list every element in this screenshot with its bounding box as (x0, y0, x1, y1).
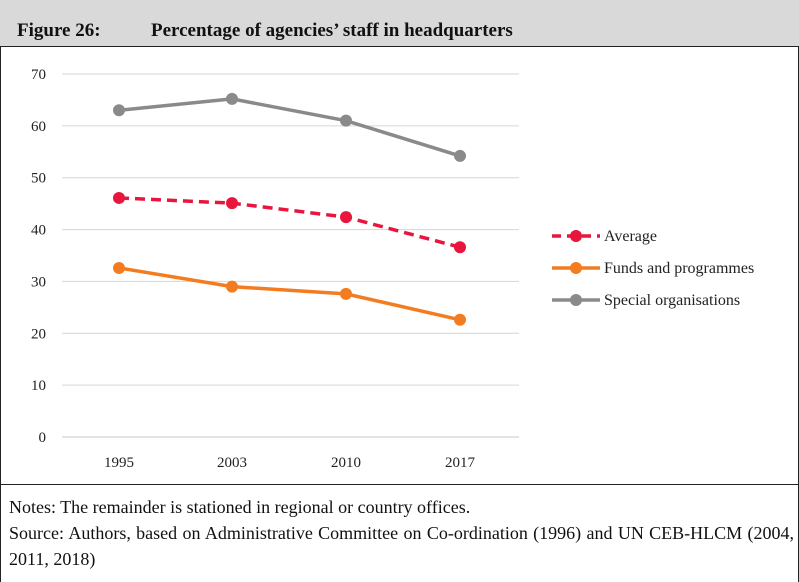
legend-marker-average (570, 230, 582, 242)
series-line-funds-and-programmes (118, 266, 461, 322)
y-tick-label: 30 (31, 274, 46, 290)
data-point-average (340, 211, 352, 224)
data-point-funds-and-programmes (454, 313, 466, 326)
figure-header: Figure 26: Percentage of agencies’ staff… (0, 0, 799, 47)
legend-marker-special-organisations (570, 294, 582, 306)
y-tick-label: 70 (31, 67, 46, 83)
legend-label-average: Average (604, 228, 657, 245)
series-line-average (118, 196, 461, 249)
figure-title: Percentage of agencies’ staff in headqua… (151, 20, 513, 41)
notes-text: Notes: The remainder is stationed in reg… (9, 497, 471, 517)
series-lines (113, 92, 466, 326)
legend-marker-funds-and-programmes (570, 262, 582, 274)
legend-label-funds-and-programmes: Funds and programmes (604, 260, 754, 277)
y-axis-ticks: 0 10 20 30 40 50 60 70 (31, 67, 46, 446)
data-point-funds-and-programmes (113, 261, 125, 274)
line-chart: 0 10 20 30 40 50 60 70 1995 2003 2010 2017 Average… (31, 67, 754, 471)
series-line-special-organisations (118, 97, 461, 158)
data-point-special-organisations (340, 114, 352, 127)
data-point-special-organisations (454, 149, 466, 162)
y-tick-label: 40 (31, 223, 46, 239)
x-tick-label: 2010 (331, 455, 361, 471)
data-point-special-organisations (226, 92, 238, 105)
y-tick-label: 20 (31, 326, 46, 342)
x-tick-label: 1995 (104, 455, 134, 471)
data-point-average (454, 241, 466, 254)
x-tick-label: 2003 (217, 455, 247, 471)
y-tick-label: 50 (31, 171, 46, 187)
y-tick-label: 60 (31, 119, 46, 135)
figure-notes: Notes: The remainder is stationed in reg… (0, 485, 799, 582)
x-axis-ticks: 1995 2003 2010 2017 (104, 455, 476, 471)
grid-lines (62, 73, 519, 438)
data-point-funds-and-programmes (340, 287, 352, 300)
x-tick-label: 2017 (445, 455, 476, 471)
data-point-funds-and-programmes (226, 280, 238, 293)
data-point-special-organisations (113, 104, 125, 117)
y-tick-label: 0 (39, 430, 47, 446)
data-point-average (113, 191, 125, 204)
legend: Average Funds and programmes Special organ… (552, 228, 754, 309)
source-text: Source: Authors, based on Administrative… (9, 523, 794, 569)
figure-number: Figure 26: (17, 20, 101, 41)
data-point-average (226, 197, 238, 210)
legend-label-special-organisations: Special organisations (604, 292, 740, 309)
y-tick-label: 10 (31, 378, 46, 394)
